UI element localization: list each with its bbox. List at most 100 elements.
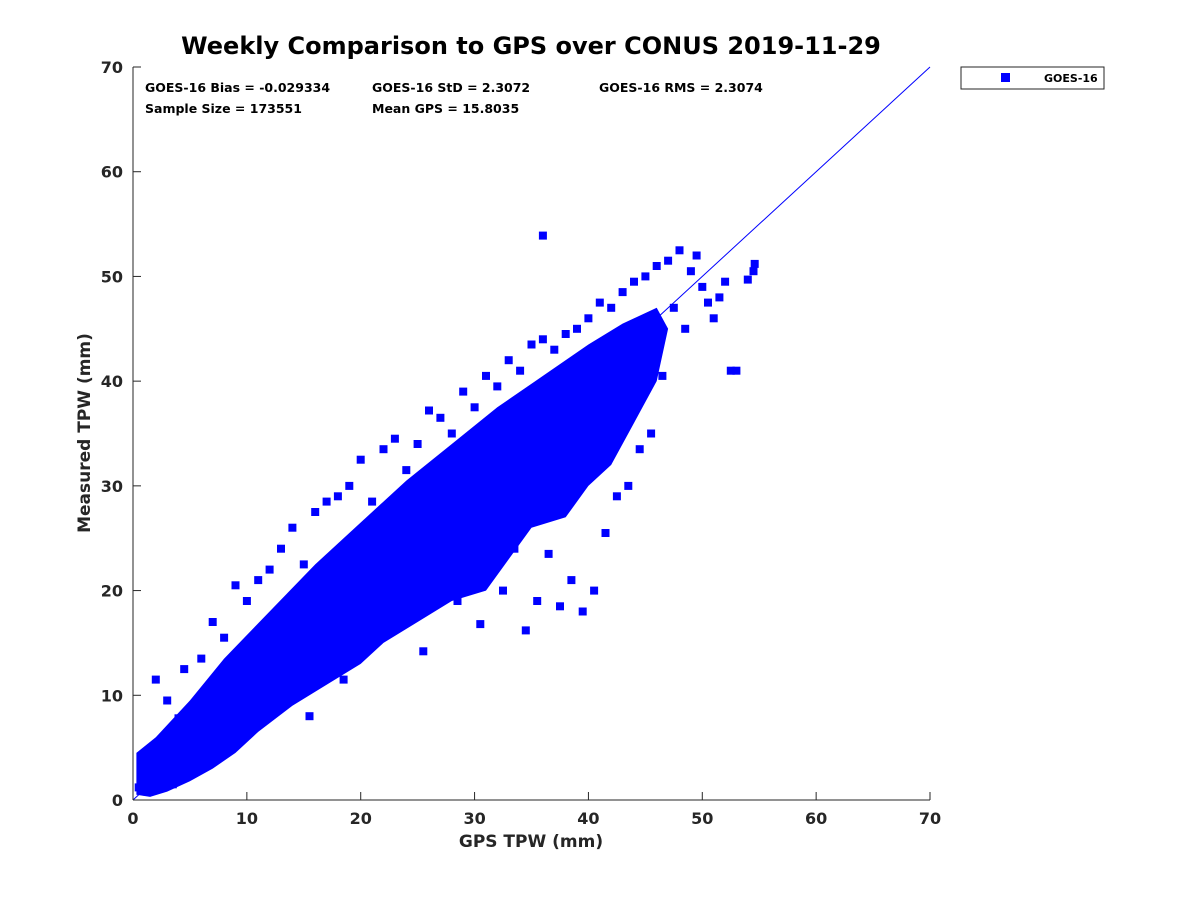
data-point	[681, 324, 690, 333]
data-point	[749, 267, 758, 276]
x-axis-label: GPS TPW (mm)	[459, 832, 603, 852]
data-point	[265, 565, 274, 574]
data-point	[316, 638, 325, 647]
y-tick-label: 50	[101, 267, 123, 286]
data-point	[715, 293, 724, 302]
x-tick-label: 30	[463, 809, 485, 828]
data-point	[561, 330, 570, 338]
data-point	[658, 371, 667, 380]
data-point	[692, 251, 701, 260]
data-point	[368, 497, 377, 506]
data-point	[641, 272, 650, 281]
y-axis-label: Measured TPW (mm)	[75, 333, 95, 533]
data-point	[425, 406, 433, 415]
data-point	[578, 607, 587, 616]
data-point	[248, 712, 257, 721]
data-point	[402, 466, 411, 475]
data-point	[311, 508, 320, 516]
data-point	[379, 445, 388, 454]
data-point	[595, 298, 604, 307]
data-point	[743, 275, 752, 284]
data-point	[721, 277, 730, 286]
data-point	[442, 560, 451, 569]
data-point	[590, 586, 599, 595]
data-point	[225, 738, 234, 747]
x-tick-label: 40	[577, 809, 599, 828]
data-point	[647, 429, 656, 438]
data-point	[664, 256, 673, 265]
y-tick-label: 0	[112, 791, 123, 810]
stat-std: GOES-16 StD = 2.3072	[372, 80, 530, 95]
legend-marker-square-icon	[1001, 73, 1010, 82]
data-point	[214, 701, 223, 710]
data-point	[618, 288, 627, 297]
data-point	[453, 597, 462, 605]
data-point	[567, 576, 576, 585]
y-tick-label: 30	[101, 477, 123, 496]
data-point	[146, 745, 155, 754]
x-axis-ticks: 0 10 20 30 40 50 60 70	[127, 792, 941, 828]
data-point	[180, 665, 189, 674]
scatter-points	[134, 231, 759, 796]
data-point	[345, 481, 354, 490]
data-point	[339, 675, 348, 684]
data-point	[459, 387, 468, 396]
data-point	[151, 675, 160, 684]
stat-sample-size: Sample Size = 173551	[145, 101, 302, 116]
data-point	[237, 670, 246, 679]
data-point	[419, 647, 428, 656]
data-point	[726, 366, 735, 375]
data-point	[556, 602, 564, 611]
data-point	[476, 620, 485, 629]
data-point	[538, 335, 547, 344]
data-point	[487, 523, 496, 532]
x-tick-label: 10	[236, 809, 258, 828]
data-point	[573, 324, 581, 333]
data-point	[282, 649, 291, 658]
data-point	[277, 544, 285, 553]
y-tick-label: 20	[101, 582, 123, 601]
data-point	[630, 277, 638, 286]
data-point	[732, 366, 741, 375]
data-point	[163, 696, 172, 705]
data-point	[385, 591, 394, 600]
data-point	[624, 481, 633, 490]
data-point	[362, 638, 371, 647]
data-point	[328, 644, 337, 653]
one-to-one-line	[132, 66, 931, 801]
x-tick-label: 60	[805, 809, 827, 828]
data-point	[254, 576, 263, 585]
data-point	[140, 759, 149, 768]
data-point	[231, 581, 240, 590]
y-tick-label: 70	[101, 58, 123, 77]
data-point	[601, 529, 610, 537]
data-point	[550, 345, 559, 354]
y-tick-label: 60	[101, 163, 123, 182]
data-point	[203, 748, 211, 757]
data-point	[242, 597, 251, 605]
data-point	[464, 539, 473, 548]
data-point	[305, 712, 314, 721]
data-point	[635, 445, 644, 454]
data-point	[191, 707, 200, 715]
data-point	[538, 231, 547, 240]
data-point	[510, 544, 519, 553]
data-point	[168, 780, 177, 789]
y-tick-label: 10	[101, 686, 123, 705]
data-point	[356, 455, 365, 464]
data-point	[142, 787, 151, 796]
x-tick-label: 50	[691, 809, 713, 828]
x-tick-label: 0	[127, 809, 138, 828]
data-point	[709, 314, 718, 323]
data-point	[396, 612, 405, 621]
data-point	[675, 246, 684, 255]
legend: GOES-16	[960, 66, 1105, 90]
data-point	[698, 282, 707, 291]
data-point	[533, 597, 542, 605]
data-point	[208, 618, 217, 626]
legend-box	[960, 66, 1105, 90]
data-point	[504, 356, 513, 365]
data-point	[544, 549, 553, 558]
data-point	[413, 440, 422, 448]
data-point	[447, 429, 456, 438]
